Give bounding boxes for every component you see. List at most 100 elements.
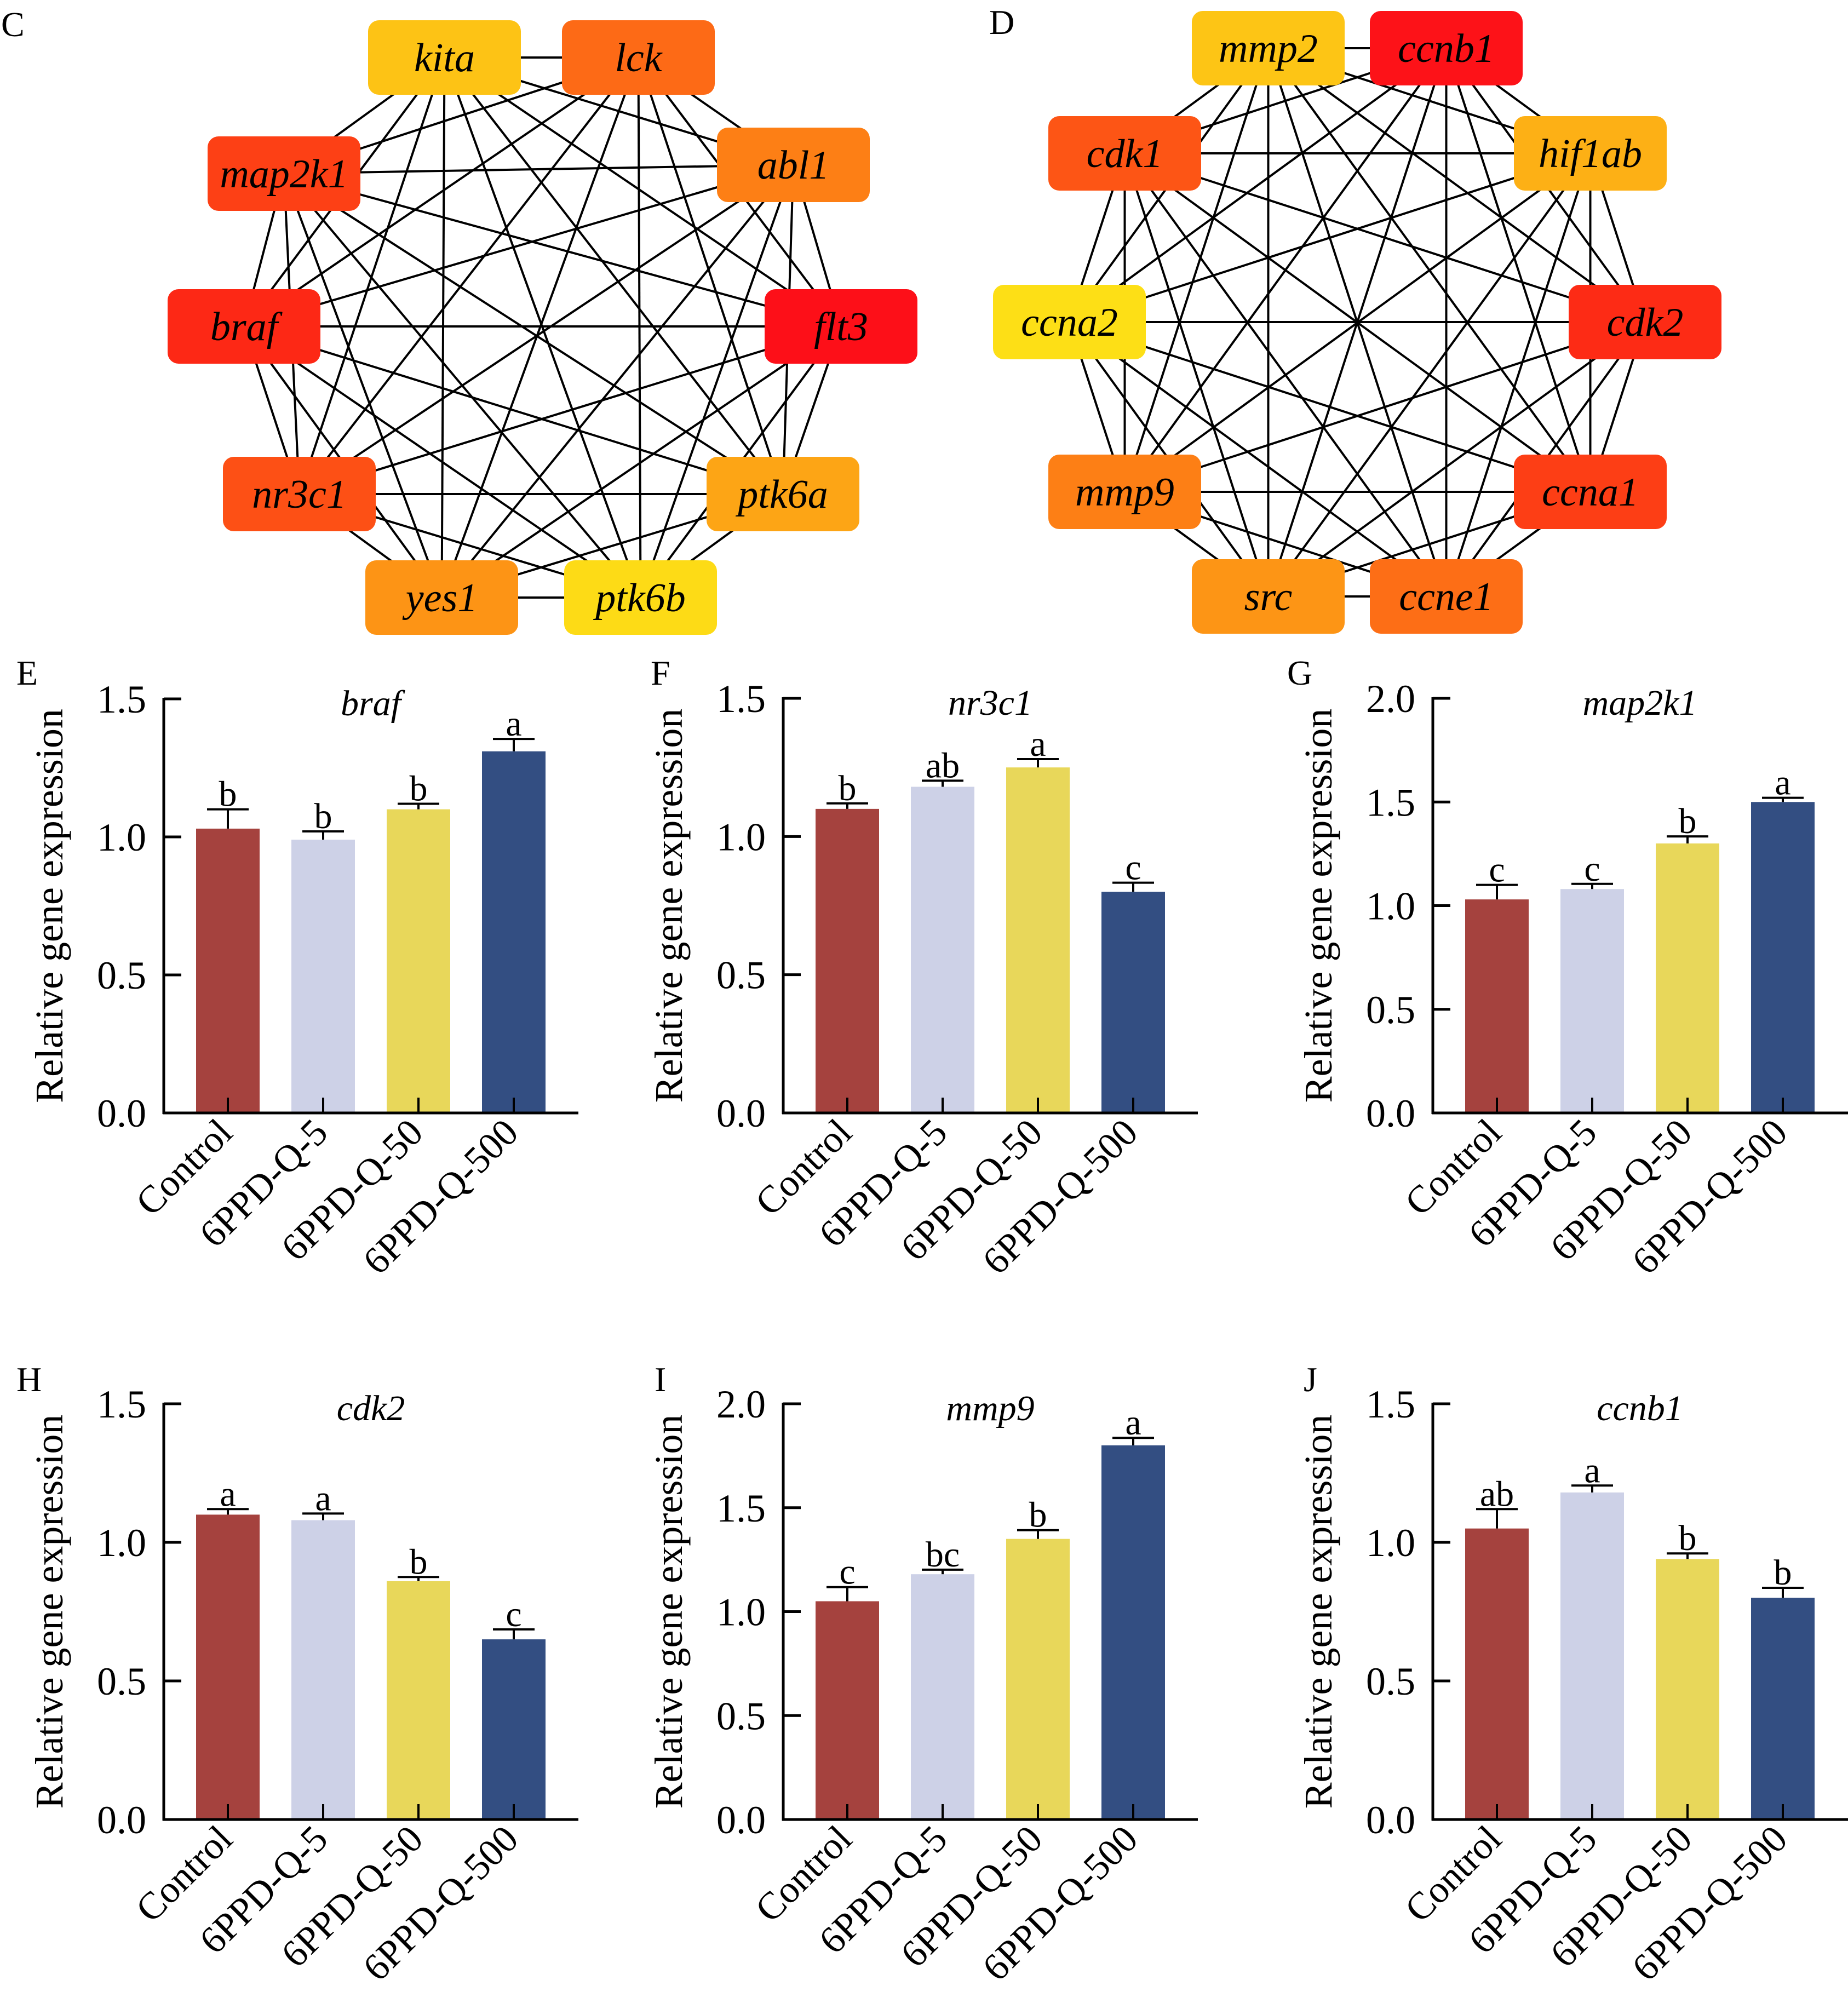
network-node-kita[interactable]: kita [368,20,521,95]
node-box [223,457,376,531]
significance-label: b [1774,1553,1792,1593]
significance-label: c [1489,850,1505,890]
node-box [168,289,320,364]
node-label: ptk6b [593,576,685,621]
network-node-flt3[interactable]: flt3 [765,289,917,364]
y-axis-title: Relative gene expression [1296,1415,1340,1809]
y-tick-label: 0.5 [1366,1660,1415,1703]
network-edge [1069,321,1447,598]
network-edge [1069,47,1447,323]
network-edge [1267,47,1646,323]
y-tick-label: 0.0 [716,1092,766,1135]
significance-label: bc [926,1535,960,1575]
y-tick-label: 0.0 [97,1798,146,1842]
y-tick-label: 0.5 [97,954,146,997]
network-node-nr3c1[interactable]: nr3c1 [223,457,376,531]
y-axis-title: Relative gene expression [27,1415,71,1809]
significance-label: b [1029,1495,1047,1535]
node-label: mmp9 [1075,470,1174,515]
network-edge [639,164,795,598]
network-node-ptk6a[interactable]: ptk6a [707,457,859,531]
y-tick-label: 0.0 [1366,1092,1415,1135]
network-node-mmp9[interactable]: mmp9 [1048,455,1201,529]
significance-label: a [1125,1403,1141,1443]
bar-6ppd-q-500 [1101,892,1165,1113]
node-box [717,128,870,202]
significance-label: b [1679,1518,1697,1558]
y-axis-title: Relative gene expression [647,709,691,1103]
network-node-abl1[interactable]: abl1 [717,128,870,202]
network-node-lck[interactable]: lck [562,20,715,95]
bar-6ppd-q-50 [1006,767,1070,1113]
y-tick-label: 1.5 [716,677,766,721]
significance-label: a [506,704,521,744]
network-edge [299,325,842,495]
network-node-cdk1[interactable]: cdk1 [1048,116,1201,191]
y-tick-label: 1.5 [97,678,146,721]
y-axis-title: Relative gene expression [1296,709,1340,1103]
node-box [564,560,717,635]
chart-title: map2k1 [1583,683,1697,723]
significance-label: b [410,769,428,809]
network-node-cdk2[interactable]: cdk2 [1569,285,1721,359]
network-edge [1123,153,1270,597]
network-node-braf[interactable]: braf [168,289,320,364]
bar-control [1465,1528,1529,1819]
network-edge [444,56,842,328]
network-edge [441,325,842,599]
bar-6ppd-q-500 [482,1639,546,1819]
bar-6ppd-q-50 [1006,1539,1070,1819]
network-edge [1124,152,1646,323]
network-edge [1445,153,1592,597]
network-node-src[interactable]: src [1192,559,1345,634]
network-node-mmp2[interactable]: mmp2 [1192,11,1345,85]
bar-6ppd-q-50 [387,1581,450,1819]
node-box [562,20,715,95]
network-node-ptk6b[interactable]: ptk6b [564,560,717,635]
network-edge [298,57,446,495]
network-node-ccnb1[interactable]: ccnb1 [1370,11,1523,85]
network-node-ccna2[interactable]: ccna2 [993,285,1146,359]
bar-control [1465,899,1529,1113]
network-node-ccne1[interactable]: ccne1 [1370,559,1523,634]
node-label: ccna2 [1021,300,1118,345]
node-label: kita [414,36,475,81]
chart-title: braf [341,684,405,724]
bar-6ppd-q-500 [1101,1445,1165,1819]
node-box [1192,559,1345,634]
y-tick-label: 0.0 [1366,1798,1415,1842]
network-node-hif1ab[interactable]: hif1ab [1514,116,1667,191]
significance-label: b [314,796,332,836]
y-tick-label: 1.0 [1366,885,1415,928]
node-label: yes1 [402,576,478,621]
significance-label: c [839,1552,855,1592]
y-tick-label: 0.0 [97,1092,146,1135]
y-tick-label: 1.0 [97,816,146,859]
bar-control [816,808,879,1113]
node-label: lck [615,36,662,81]
network-node-yes1[interactable]: yes1 [365,560,518,635]
node-box [993,285,1146,359]
significance-label: a [315,1478,331,1518]
network-edge [243,325,641,599]
y-tick-label: 0.5 [716,954,766,997]
significance-label: ab [1480,1474,1514,1514]
significance-label: b [1679,801,1697,841]
network-edge [1124,321,1646,493]
y-tick-label: 0.5 [97,1660,146,1703]
network-edge [298,56,640,495]
network-edge [283,173,784,495]
y-tick-label: 1.0 [97,1521,146,1565]
chart-title: cdk2 [337,1388,405,1428]
panel-label-c: C [1,5,25,44]
network-panel-d: D mmp2 ccnb1 hif1ab cdk2 ccna1 ccne1 src mmp9 cc… [989,3,1721,634]
significance-label: c [506,1594,521,1634]
network-edge [243,325,784,495]
significance-label: c [1584,849,1600,889]
y-tick-label: 1.0 [716,815,766,859]
network-edge [1445,48,1592,492]
node-box [1048,455,1201,529]
network-node-map2k1[interactable]: map2k1 [208,136,360,211]
network-node-ccna1[interactable]: ccna1 [1514,455,1667,529]
